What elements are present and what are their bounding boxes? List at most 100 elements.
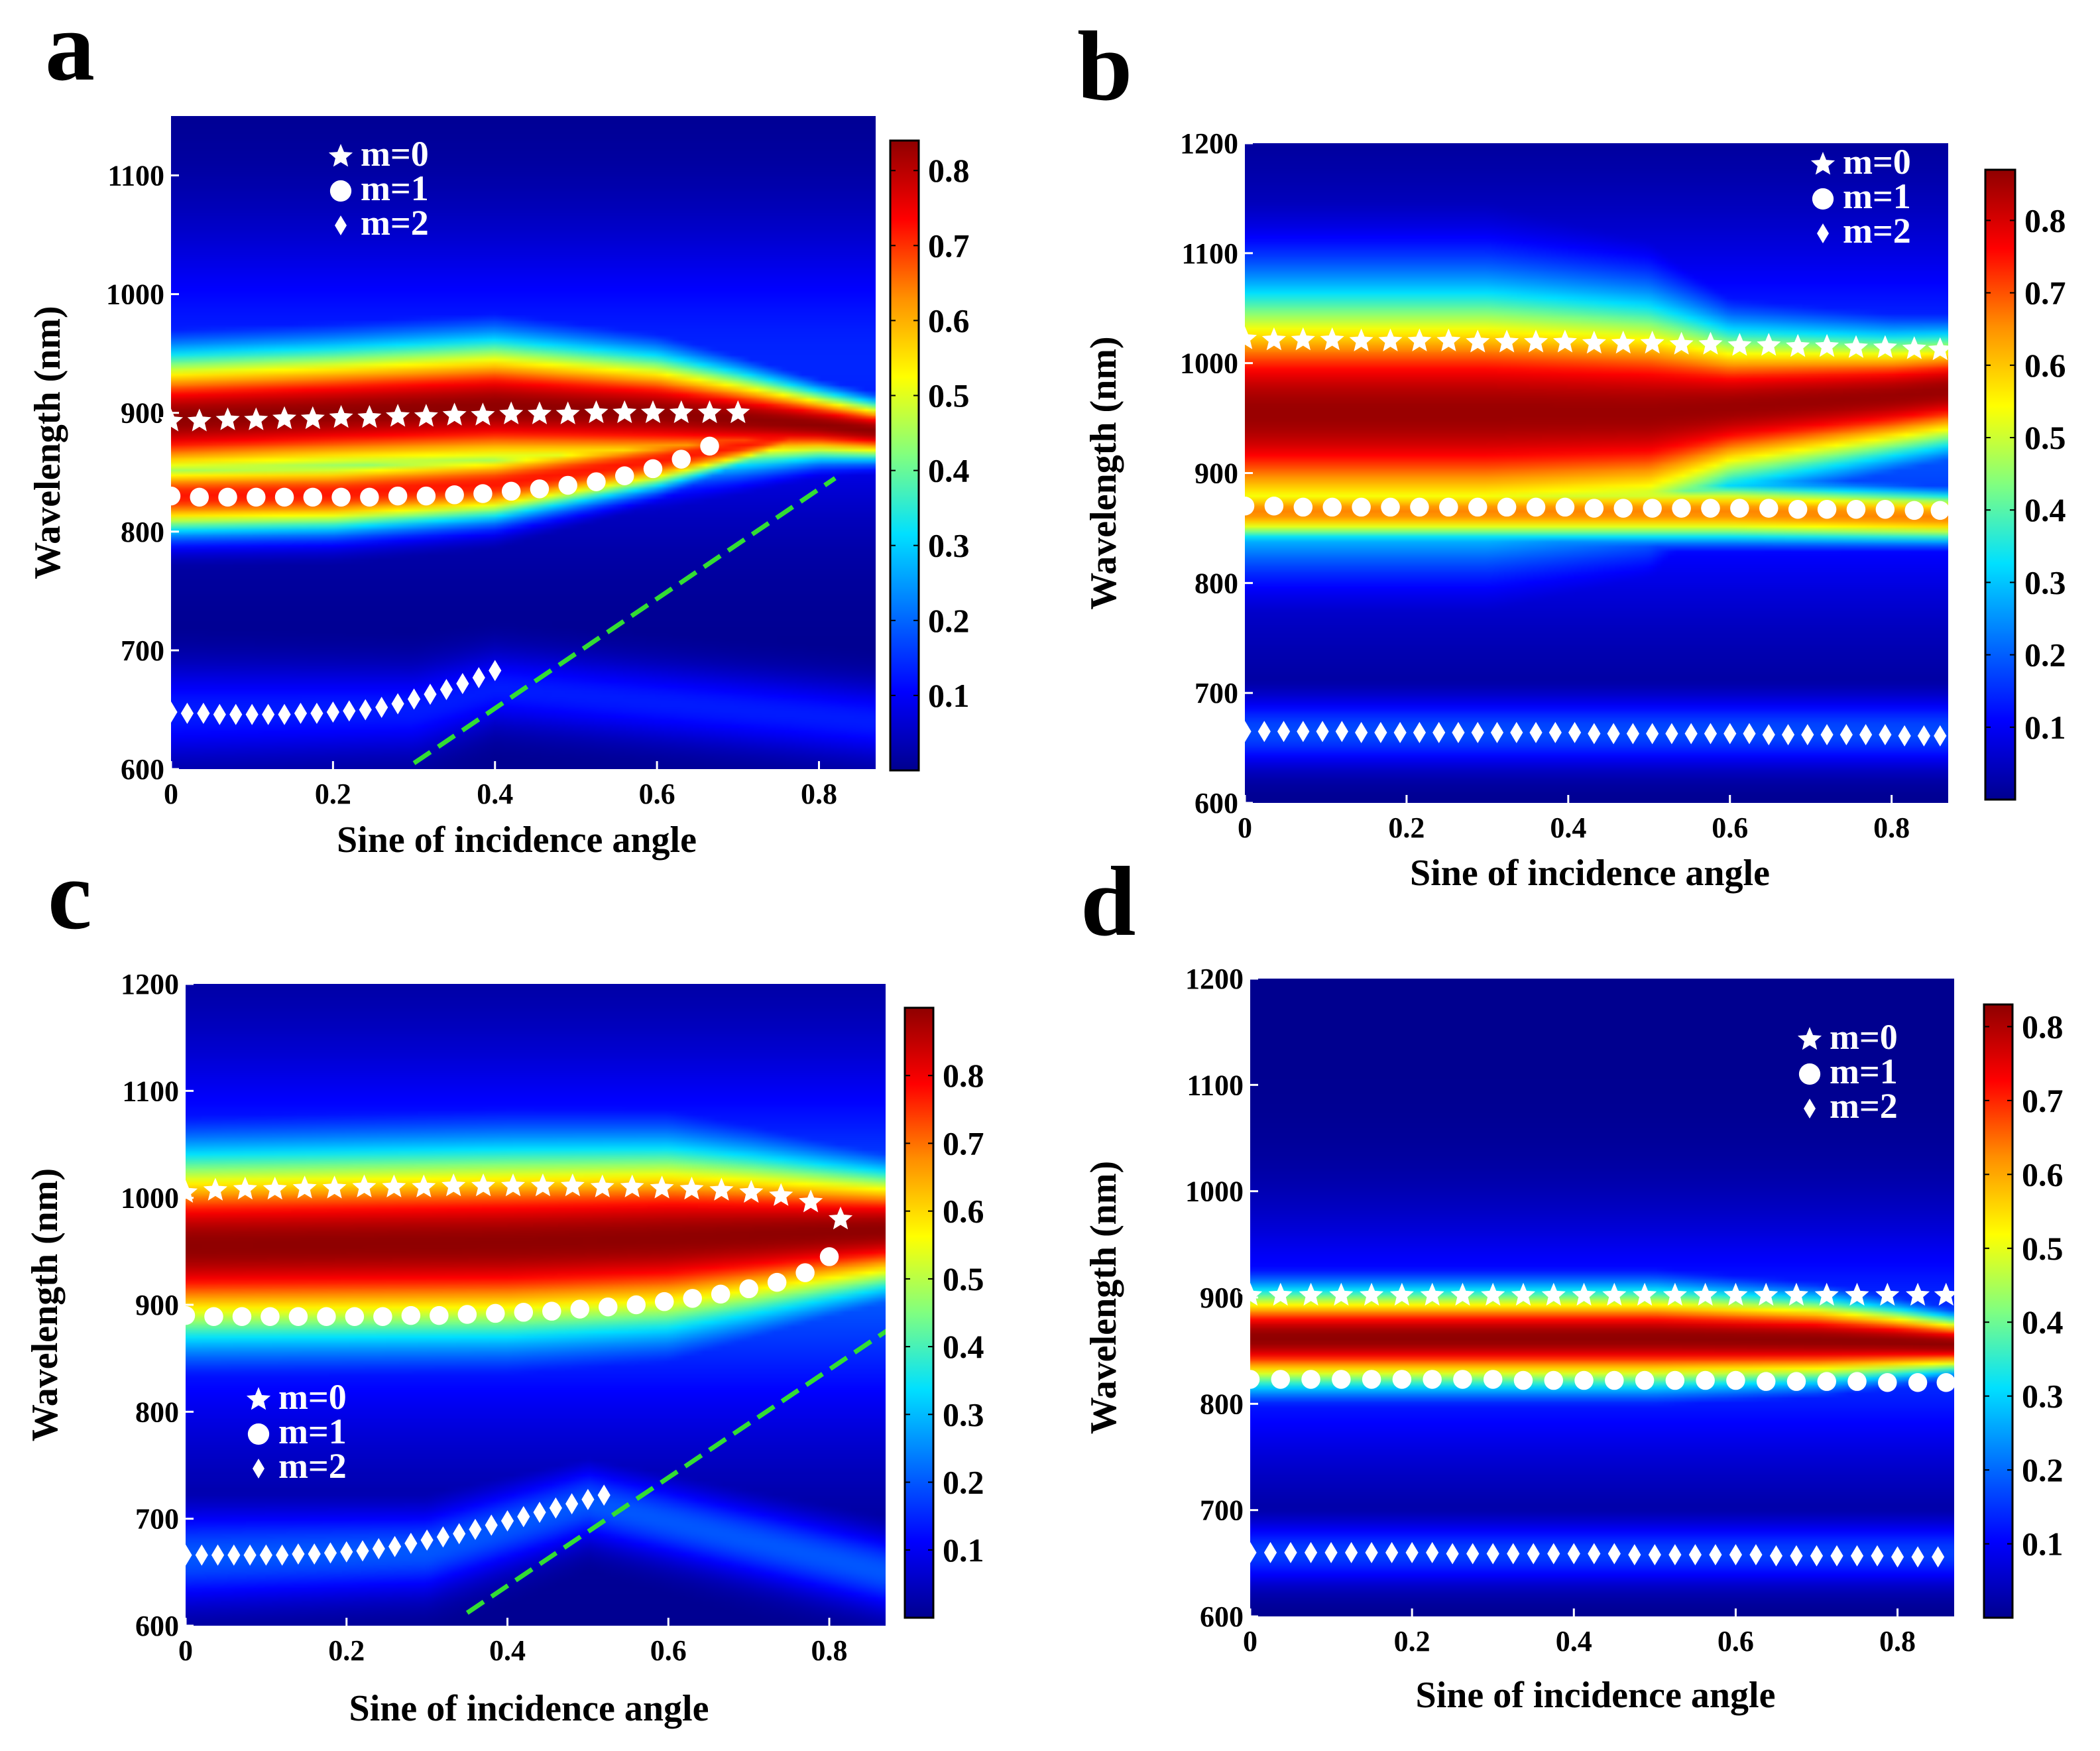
data-point-diamond <box>1374 721 1387 743</box>
data-point-star <box>829 1206 853 1230</box>
data-point-circle <box>1788 499 1808 519</box>
y-tick-label: 900 <box>1200 1282 1244 1314</box>
data-point-circle <box>288 1307 308 1326</box>
legend-marker-star <box>246 1387 271 1410</box>
legend-label: m=2 <box>1830 1086 1898 1126</box>
data-point-diamond <box>1729 1544 1743 1566</box>
data-point-star <box>1633 1282 1657 1306</box>
light-line-dashed <box>465 1329 886 1615</box>
data-point-circle <box>683 1289 702 1308</box>
panel-label: b <box>1077 11 1132 121</box>
data-point-circle <box>1643 499 1662 518</box>
data-point-star <box>640 400 666 424</box>
colorbar-tick-label: 0.5 <box>943 1260 984 1298</box>
data-point-diamond <box>1879 724 1892 746</box>
data-point-diamond <box>1820 724 1834 746</box>
panel-label: a <box>45 0 95 101</box>
data-point-diamond <box>292 1543 305 1565</box>
y-tick-label: 600 <box>1195 787 1238 819</box>
data-point-star <box>590 1174 614 1197</box>
colorbar-tick-label: 0.2 <box>943 1464 984 1501</box>
data-point-diamond <box>1490 721 1504 743</box>
data-point-circle <box>1526 497 1546 517</box>
data-point-diamond <box>1365 1541 1378 1563</box>
data-point-diamond <box>1839 724 1853 746</box>
data-point-diamond <box>359 699 372 721</box>
data-point-star <box>612 400 637 424</box>
colorbar-tick-label: 0.4 <box>2022 1303 2064 1341</box>
data-point-diamond <box>372 1538 385 1559</box>
data-point-star <box>1329 1282 1354 1306</box>
data-point-circle <box>473 484 493 503</box>
data-point-star <box>1511 1282 1536 1306</box>
x-axis-label: Sine of incidence angle <box>349 1688 709 1729</box>
data-point-circle <box>1726 1370 1745 1390</box>
data-point-circle <box>430 1305 449 1325</box>
data-point-star <box>560 1173 585 1197</box>
data-point-circle <box>1483 1370 1503 1389</box>
series-m=1 <box>176 1247 839 1326</box>
y-tick-label: 1100 <box>107 160 164 192</box>
data-point-circle <box>700 436 719 456</box>
y-tick-label: 600 <box>121 753 164 786</box>
data-point-star <box>173 1179 198 1203</box>
data-point-circle <box>1878 1373 1897 1392</box>
data-point-diamond <box>489 660 502 682</box>
data-point-circle <box>1786 1372 1806 1391</box>
data-point-star <box>1572 1282 1596 1306</box>
colorbar-tick-label: 0.4 <box>2024 491 2066 528</box>
data-point-star <box>1320 327 1344 351</box>
data-point-circle <box>1439 497 1458 517</box>
colorbar-tick-label: 0.2 <box>2022 1451 2064 1488</box>
legend-marker-star <box>328 144 353 167</box>
data-point-star <box>1238 1282 1263 1306</box>
data-point-diamond <box>1297 721 1310 743</box>
data-point-circle <box>247 487 266 507</box>
colorbar-tick-label: 0.7 <box>2022 1082 2064 1119</box>
x-tick-label: 0 <box>1238 812 1252 844</box>
data-point-star <box>726 400 750 424</box>
y-tick-label: 700 <box>1195 677 1238 709</box>
colorbar-tick-label: 0.1 <box>928 677 970 714</box>
data-point-circle <box>1605 1370 1624 1390</box>
data-point-circle <box>218 487 237 507</box>
data-point-circle <box>501 481 521 501</box>
y-tick-label: 1200 <box>1185 963 1244 995</box>
data-point-diamond <box>1684 723 1698 745</box>
colorbar-tick-label: 0.1 <box>943 1532 984 1569</box>
data-point-star <box>1786 333 1810 357</box>
data-point-diamond <box>1898 725 1911 747</box>
y-tick-label: 700 <box>121 634 164 667</box>
panel-b: 0 0.2 0.4 0.6 0.8 600 700 800 900 1000 1100 1200 Sin… <box>1077 11 2066 894</box>
data-point-diamond <box>1646 723 1659 745</box>
data-point-diamond <box>245 703 259 725</box>
data-point-diamond <box>259 1544 272 1566</box>
data-point-circle <box>671 450 691 469</box>
y-tick-label: 800 <box>1195 567 1238 599</box>
y-axis-label: Wavelength (nm) <box>27 306 68 579</box>
data-point-diamond <box>407 688 421 710</box>
data-point-star <box>382 1174 406 1197</box>
data-point-diamond <box>211 1544 225 1566</box>
data-point-star <box>499 401 524 424</box>
data-point-star <box>471 1173 496 1197</box>
data-point-circle <box>1240 1370 1260 1389</box>
colorbar: 0.1 0.2 0.3 0.4 0.5 0.6 0.7 0.8 <box>1983 1003 2064 1619</box>
data-point-diamond <box>1934 725 1947 747</box>
data-point-star <box>1723 1282 1748 1306</box>
y-tick-label: 800 <box>121 516 164 548</box>
colorbar-tick-label: 0.1 <box>2024 709 2066 746</box>
data-point-diamond <box>308 1543 321 1565</box>
data-point-star <box>471 402 495 426</box>
data-point-diamond <box>1316 721 1329 743</box>
data-point-diamond <box>179 1544 192 1566</box>
data-point-diamond <box>1850 1545 1864 1567</box>
data-point-diamond <box>439 679 453 701</box>
data-point-circle <box>1235 497 1255 516</box>
data-point-star <box>292 1176 317 1199</box>
data-point-circle <box>1584 499 1604 518</box>
data-point-star <box>158 408 184 432</box>
data-point-diamond <box>1393 721 1407 743</box>
data-point-circle <box>317 1307 336 1326</box>
data-point-circle <box>626 1295 646 1315</box>
